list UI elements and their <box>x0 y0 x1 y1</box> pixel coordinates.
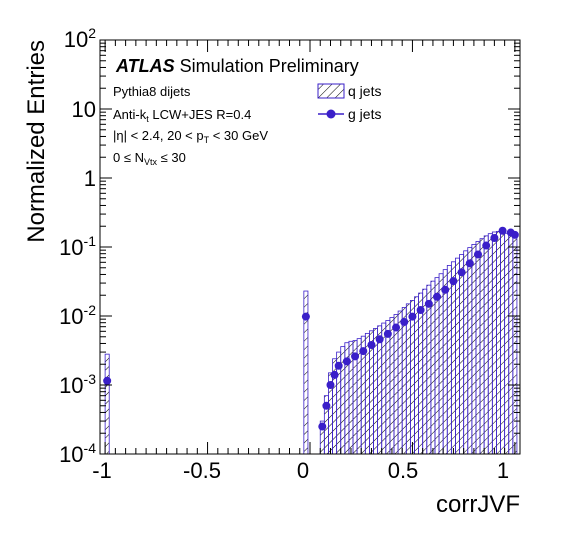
q-jets-bin-45 <box>496 231 501 455</box>
q-jets-bin-17 <box>381 322 387 455</box>
g-jets-point-0 <box>103 376 112 385</box>
q-jets-bin-40 <box>475 241 481 455</box>
x-tick-label-1: 1 <box>497 458 509 483</box>
info-line-nvtx: 0 ≤ NVtx ≤ 30 <box>113 150 186 167</box>
y-tick-label-1e-2: 10-2 <box>59 302 96 329</box>
q-jets-bin-23 <box>405 303 411 455</box>
x-tick-label-neg1: -1 <box>92 458 112 483</box>
q-jets-bin-24 <box>409 300 415 455</box>
g-jets-point-6 <box>334 361 343 370</box>
y-axis-ticks <box>100 39 520 455</box>
g-jets-point-9 <box>359 347 368 356</box>
g-jets-point-14 <box>400 317 409 326</box>
q-jets-bin-33 <box>446 265 452 455</box>
q-jets-bin-0 <box>104 353 110 455</box>
q-jets-bin-44 <box>491 231 497 455</box>
legend-label-g-jets: g jets <box>348 106 381 122</box>
q-jets-bin-19 <box>389 317 395 455</box>
info-line-generator: Pythia8 dijets <box>113 84 191 99</box>
q-jets-bin-30 <box>434 277 440 455</box>
g-jets-point-24 <box>482 241 491 250</box>
x-tick-labels: -1 -0.5 0 0.5 1 <box>92 458 509 483</box>
y-tick-label-1e-4: 10-4 <box>59 440 96 467</box>
q-jets-bin-48 <box>508 234 514 455</box>
g-jets-point-2 <box>318 422 327 431</box>
legend-marker-g-jets <box>326 109 336 119</box>
x-axis-ticks <box>104 40 516 454</box>
y-axis-title: Normalized Entries <box>23 40 50 243</box>
y-tick-label-1e-1: 10-1 <box>59 233 96 260</box>
q-jets-bin-34 <box>450 261 456 455</box>
q-jets-bin-27 <box>422 288 428 455</box>
g-jets-point-11 <box>375 335 384 344</box>
legend-swatch-q-jets <box>317 83 345 99</box>
g-jets-point-25 <box>490 234 499 243</box>
g-jets-markers <box>103 226 519 431</box>
q-jets-bin-21 <box>397 310 403 455</box>
atlas-label-rest: Simulation Preliminary <box>175 56 359 76</box>
q-jets-bin-42 <box>483 235 489 455</box>
g-jets-point-4 <box>326 381 335 389</box>
x-tick-label-neg05: -0.5 <box>183 458 221 483</box>
y-tick-label-1e2: 102 <box>64 25 96 52</box>
g-jets-point-13 <box>392 323 401 332</box>
q-jets-bin-31 <box>438 273 444 455</box>
info-block: Pythia8 dijets Anti-kt LCW+JES R=0.4 |η|… <box>113 84 268 167</box>
g-jets-point-10 <box>367 340 376 349</box>
q-jets-bin-37 <box>463 250 469 455</box>
g-jets-point-23 <box>474 250 482 259</box>
g-jets-point-12 <box>383 329 392 338</box>
g-jets-point-26 <box>498 226 507 235</box>
q-jets-bin-16 <box>377 325 383 455</box>
q-jets-bin-18 <box>385 320 391 455</box>
q-jets-bin-20 <box>393 314 399 455</box>
x-axis-title: corrJVF <box>436 491 520 518</box>
y-tick-label-1e1: 10 <box>72 97 96 122</box>
q-jets-bin-14 <box>369 330 374 455</box>
atlas-label-bold: ATLAS <box>115 56 175 76</box>
g-jets-point-17 <box>424 299 433 308</box>
g-jets-point-21 <box>457 268 466 277</box>
q-jets-bin-38 <box>467 247 473 455</box>
x-tick-label-0: 0 <box>297 458 309 483</box>
g-jets-point-8 <box>351 352 360 361</box>
q-jets-bin-46 <box>500 231 506 455</box>
y-tick-label-1e-3: 10-3 <box>59 371 96 398</box>
q-jets-bin-43 <box>487 233 493 455</box>
q-jets-bin-36 <box>459 254 465 455</box>
q-jets-bin-41 <box>479 238 485 455</box>
g-jets-point-20 <box>449 277 458 286</box>
info-line-algorithm: Anti-kt LCW+JES R=0.4 <box>113 107 251 124</box>
g-jets-point-16 <box>416 306 425 315</box>
q-jets-bin-29 <box>430 280 436 455</box>
g-jets-point-5 <box>330 370 339 379</box>
g-jets-point-7 <box>342 357 351 366</box>
g-jets-point-28 <box>510 230 519 239</box>
q-jets-bin-32 <box>442 269 448 455</box>
q-jets-bin-22 <box>401 307 407 455</box>
q-jets-bin-35 <box>455 257 460 455</box>
q-jets-bin-39 <box>471 244 477 455</box>
g-jets-point-1 <box>301 312 310 321</box>
q-jets-bin-25 <box>414 296 419 455</box>
g-jets-point-15 <box>408 312 417 321</box>
atlas-label: ATLAS Simulation Preliminary <box>115 56 359 76</box>
g-jets-point-22 <box>465 259 474 268</box>
info-line-cuts: |η| < 2.4, 20 < pT < 30 GeV <box>113 128 268 145</box>
y-tick-labels: 102 10 1 10-1 10-2 10-3 10-4 <box>59 25 96 467</box>
q-jets-bin-28 <box>426 284 432 455</box>
g-jets-point-18 <box>433 292 442 301</box>
y-tick-label-1e0: 1 <box>84 166 96 191</box>
legend-label-q-jets: q jets <box>348 83 381 99</box>
legend: q jets g jets <box>317 83 381 122</box>
x-tick-label-05: 0.5 <box>388 458 419 483</box>
q-jets-bin-47 <box>504 232 510 455</box>
g-jets-point-3 <box>322 401 331 410</box>
q-jets-bin-26 <box>418 292 424 455</box>
g-jets-point-19 <box>441 285 450 294</box>
